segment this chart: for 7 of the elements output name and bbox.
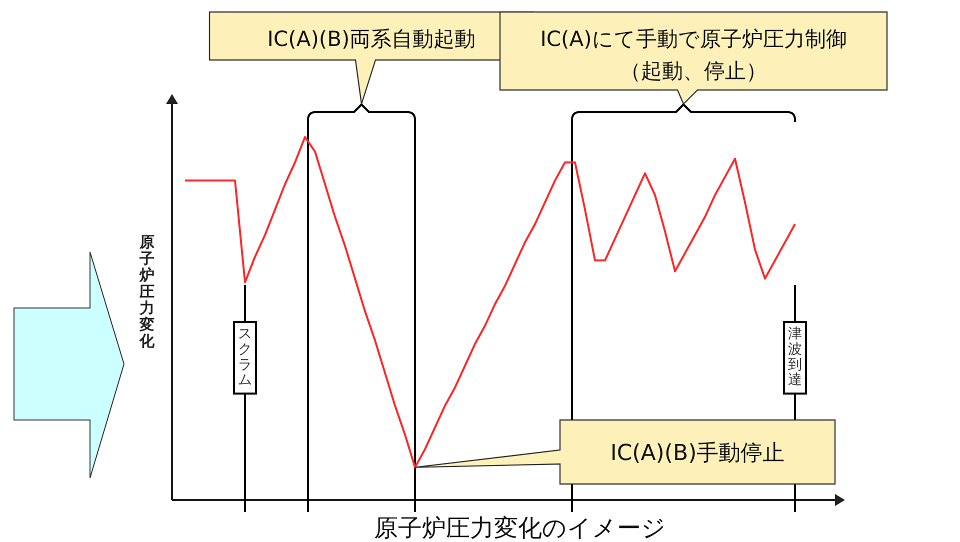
text: IC(A)にて手動で原子炉圧力制御（起動、停止） (540, 27, 847, 83)
y-axis-title: 原子炉圧力変化 (138, 233, 156, 350)
annotation: 津波到達 (788, 326, 802, 388)
text: IC(A)(B)両系自動起動 (267, 27, 476, 51)
annotation: スクラム (238, 326, 252, 388)
annotation: IC(A)(B)手動停止 (610, 441, 785, 466)
x-axis-title: 原子炉圧力変化のイメージ (374, 514, 666, 542)
